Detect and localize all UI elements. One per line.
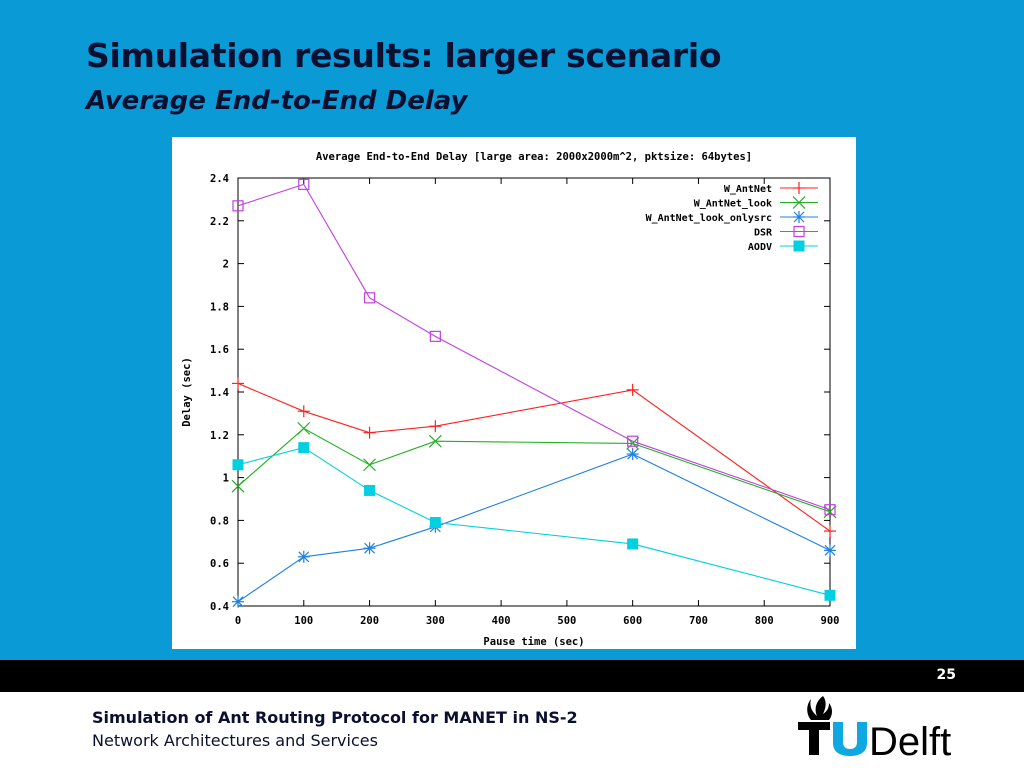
data-point-filled-square [627, 538, 639, 550]
legend: W_AntNet W_AntNet_look W_AntNet_look_onlys… [646, 182, 818, 253]
data-point-square [793, 225, 805, 238]
series-line [237, 382, 831, 532]
x-tick-label: 100 [294, 615, 313, 627]
x-tick-label: 600 [623, 615, 642, 627]
data-point-plus [824, 525, 836, 538]
page-number: 25 [936, 667, 956, 683]
data-point-filled-square [298, 442, 310, 454]
slide-subtitle: Average End-to-End Delay [86, 86, 468, 116]
axes: 0 100 200 300 400 500 600 700 800 900 0.4 0.6 0.8 1 1.… [210, 173, 839, 627]
data-point-cross [231, 479, 245, 493]
line-chart: Average End-to-End Delay [large area: 20… [181, 151, 839, 648]
y-tick-label: 0.4 [210, 601, 229, 613]
data-point-square [363, 292, 376, 304]
series-w-antnet [232, 377, 836, 538]
x-tick-label: 400 [492, 615, 511, 627]
data-point-star [793, 211, 805, 223]
data-point-plus [232, 377, 244, 390]
data-point-filled-square [364, 484, 376, 496]
data-point-star [297, 550, 310, 563]
data-point-filled-square [232, 459, 244, 471]
data-point-star [232, 595, 244, 608]
x-tick-label: 200 [360, 615, 379, 627]
data-point-star [824, 544, 836, 557]
y-tick-label: 0.8 [210, 515, 229, 527]
series-line [237, 183, 831, 511]
data-point-cross [297, 421, 311, 435]
data-point-star [363, 542, 376, 555]
footer-bar [0, 660, 1024, 692]
y-tick-label: 1.6 [210, 344, 229, 356]
data-point-cross [428, 434, 442, 448]
series-line [237, 447, 831, 596]
y-tick-label: 1.2 [210, 430, 229, 442]
y-tick-label: 2.2 [210, 216, 229, 228]
legend-label: W_AntNet_look [694, 199, 772, 210]
chart-panel: Average End-to-End Delay [large area: 20… [172, 137, 856, 649]
data-point-square [232, 200, 244, 212]
flame-icon [807, 696, 832, 720]
legend-label: AODV [748, 242, 772, 253]
y-tick-label: 0.6 [210, 558, 229, 570]
data-point-plus [626, 383, 639, 396]
data-point-filled-square [429, 517, 441, 529]
data-point-square [298, 178, 310, 191]
logo-u [833, 722, 867, 756]
chart-title: Average End-to-End Delay [large area: 20… [316, 151, 752, 163]
series-line [237, 427, 831, 513]
tudelft-logo: Delft [798, 696, 951, 760]
data-point-square [824, 504, 836, 516]
logo-wordmark: Delft [869, 720, 951, 760]
x-tick-label: 700 [689, 615, 708, 627]
footer-subtitle: Network Architectures and Services [92, 731, 378, 750]
data-point-cross [792, 196, 806, 209]
data-point-star [626, 448, 639, 461]
legend-label: DSR [754, 228, 773, 239]
data-point-plus [429, 420, 442, 433]
logo-t-stem [809, 722, 819, 755]
x-tick-label: 0 [235, 615, 241, 627]
data-point-cross [363, 458, 376, 472]
data-point-plus [297, 405, 310, 418]
x-tick-label: 800 [755, 615, 774, 627]
series-dsr [232, 178, 836, 516]
y-tick-label: 1 [223, 473, 229, 485]
data-point-filled-square [824, 589, 836, 601]
y-tick-label: 2 [223, 259, 229, 271]
legend-label: W_AntNet_look_onlysrc [646, 213, 772, 224]
x-tick-label: 500 [557, 615, 576, 627]
series-w-antnet-look-onlysrc [232, 448, 836, 608]
data-point-plus [363, 426, 376, 439]
y-axis-label: Delay (sec) [181, 357, 193, 427]
x-axis-label: Pause time (sec) [483, 636, 584, 648]
slide-title: Simulation results: larger scenario [86, 36, 722, 75]
series-layer [231, 178, 837, 608]
x-tick-label: 300 [426, 615, 445, 627]
series-line [237, 453, 831, 603]
footer-title: Simulation of Ant Routing Protocol for M… [92, 708, 578, 727]
plot-frame [237, 177, 831, 607]
x-tick-label: 900 [821, 615, 840, 627]
data-point-plus [793, 182, 805, 194]
y-tick-label: 1.8 [210, 301, 229, 313]
y-tick-label: 1.4 [210, 387, 229, 399]
data-point-filled-square [793, 240, 805, 252]
series-aodv [232, 442, 836, 601]
data-point-square [627, 435, 639, 447]
legend-label: W_AntNet [724, 184, 772, 195]
y-tick-label: 2.4 [210, 173, 229, 185]
data-point-square [429, 330, 441, 342]
